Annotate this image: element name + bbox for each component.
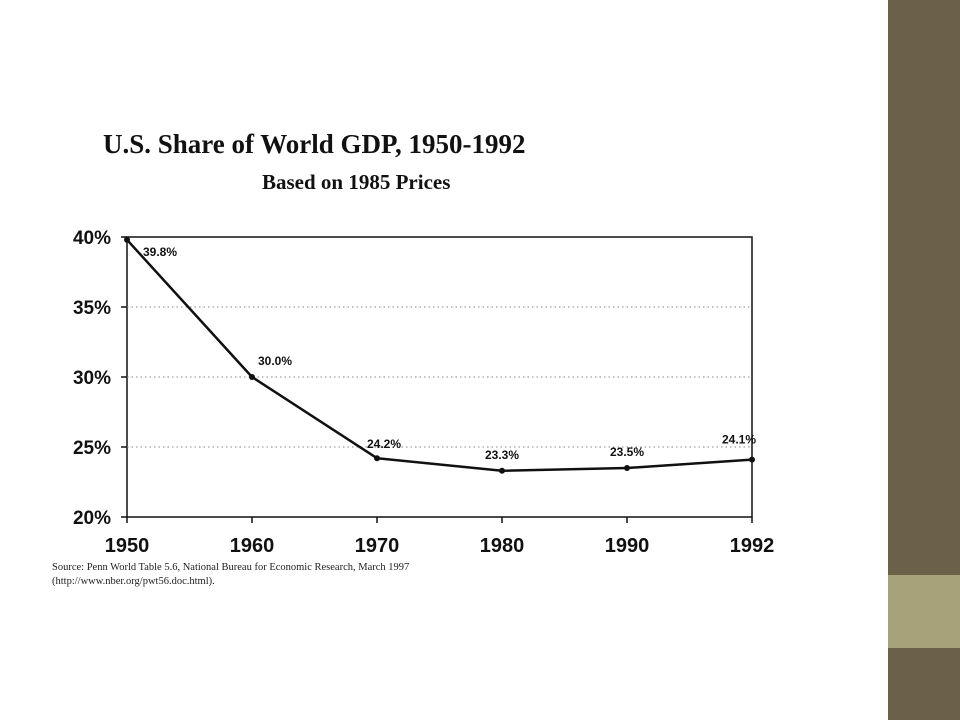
data-point xyxy=(499,467,505,474)
data-label: 24.1% xyxy=(722,433,756,447)
data-points xyxy=(124,236,755,474)
x-axis-ticks: 1950 1960 1970 1980 1990 1992 xyxy=(105,517,775,557)
data-label: 39.8% xyxy=(143,245,177,259)
series-line xyxy=(126,238,753,473)
sidebar-divider xyxy=(886,0,888,720)
data-label: 23.5% xyxy=(610,445,644,459)
data-point xyxy=(124,236,130,243)
sidebar-accent-top xyxy=(888,0,960,575)
data-point xyxy=(374,455,380,462)
sidebar-accent-bottom xyxy=(888,648,960,720)
data-label: 30.0% xyxy=(258,354,292,368)
x-tick-label: 1980 xyxy=(480,535,525,557)
sidebar-accent-middle xyxy=(888,575,960,648)
x-tick-label: 1970 xyxy=(355,535,400,557)
y-tick-label: 20% xyxy=(73,508,111,529)
line-chart: U.S. Share of World GDP, 1950-1992 Based… xyxy=(52,129,775,587)
x-tick-label: 1990 xyxy=(605,535,650,557)
data-label: 23.3% xyxy=(485,448,519,462)
chart-title: U.S. Share of World GDP, 1950-1992 xyxy=(103,129,526,159)
data-point xyxy=(624,465,630,471)
x-tick-label: 1950 xyxy=(105,535,150,557)
y-axis-ticks: 20% 25% 30% 35% 40% xyxy=(73,228,127,529)
y-tick-label: 30% xyxy=(73,368,111,389)
data-point xyxy=(249,374,255,380)
chart-subtitle: Based on 1985 Prices xyxy=(262,170,450,194)
gridlines xyxy=(127,306,752,448)
x-tick-label: 1960 xyxy=(230,535,275,557)
y-tick-label: 25% xyxy=(73,438,111,459)
y-tick-label: 40% xyxy=(73,228,111,249)
data-point xyxy=(749,456,755,463)
source-line-1: Source: Penn World Table 5.6, National B… xyxy=(52,562,409,573)
x-tick-label: 1992 xyxy=(730,535,775,557)
y-tick-label: 35% xyxy=(73,298,111,319)
source-line-2: (http://www.nber.org/pwt56.doc.html). xyxy=(52,576,215,587)
data-label: 24.2% xyxy=(367,437,401,451)
data-labels: 39.8% 30.0% 24.2% 23.3% 23.5% 24.1% xyxy=(143,245,756,462)
